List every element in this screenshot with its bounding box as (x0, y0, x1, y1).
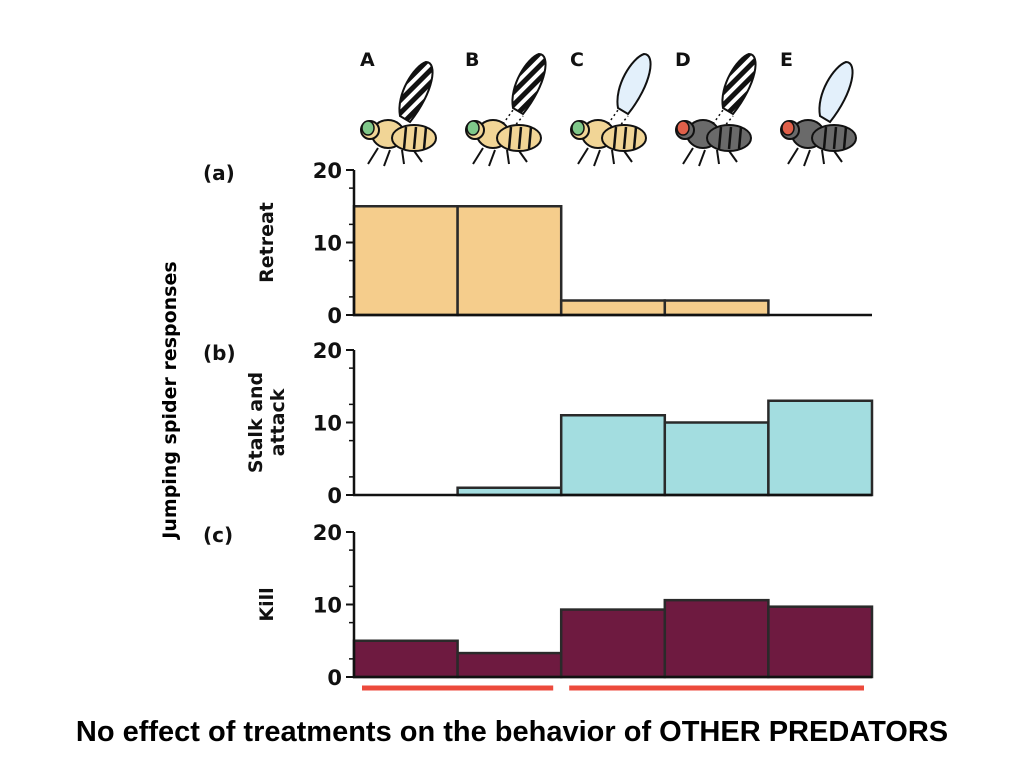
abdomen-stripe (622, 126, 628, 150)
y-tick-label: 0 (327, 666, 342, 690)
fly-label: B (465, 49, 479, 71)
fly-label: C (570, 49, 584, 71)
abdomen-stripe (402, 126, 408, 150)
bar-a (352, 639, 459, 679)
fly-leg (611, 149, 615, 165)
clear-wing (818, 60, 854, 124)
fly-eye (571, 120, 585, 136)
panel-tag: (b) (203, 341, 236, 365)
fly-leg (593, 149, 601, 167)
wing-cut-line (712, 109, 724, 125)
fly-leg (472, 147, 484, 165)
fly-leg (787, 147, 799, 165)
fly-e: E (780, 49, 857, 167)
bar-c (559, 414, 667, 497)
fly-d: D (675, 49, 757, 167)
panel-label: Kill (256, 587, 278, 621)
fly-leg (383, 149, 391, 167)
fly-leg (367, 147, 379, 165)
fly-b: B (465, 49, 547, 167)
jumping-spider-figure: A B C D E Jumping spider responses 0 10 20 (a) R… (159, 49, 874, 691)
fly-leg (803, 149, 811, 167)
fly-eye (361, 120, 375, 136)
bar-d (663, 421, 770, 497)
abdomen-stripe (507, 126, 513, 150)
fly-label: D (675, 49, 691, 71)
y-axis-label: Jumping spider responses (159, 261, 181, 540)
fly-leg (577, 147, 589, 165)
fly-leg (506, 149, 510, 165)
bar-d (663, 598, 770, 679)
bar-d (663, 299, 770, 317)
y-tick-label: 20 (313, 339, 342, 363)
abdomen-stripe (527, 126, 533, 150)
fly-label: E (780, 49, 793, 71)
fly-eye (781, 120, 795, 136)
y-tick-label: 10 (313, 412, 342, 436)
bar-b (456, 205, 563, 317)
y-tick-label: 10 (313, 232, 342, 256)
fly-leg (821, 149, 825, 165)
panel-tag: (c) (203, 523, 233, 547)
bar-c (559, 608, 667, 679)
banded-wing (511, 52, 547, 116)
bar-a (352, 205, 459, 317)
panel-label: Retreat (256, 202, 278, 283)
abdomen-stripe (727, 126, 733, 150)
banded-wing (721, 52, 757, 116)
y-tick-label: 20 (313, 159, 342, 183)
fly-leg (488, 149, 496, 167)
y-tick-label: 0 (327, 304, 342, 328)
abdomen-stripe (612, 126, 618, 150)
fly-leg (682, 147, 694, 165)
fly-eye (676, 120, 690, 136)
fly-a: A (360, 49, 437, 167)
clear-wing (616, 52, 652, 116)
y-tick-label: 0 (327, 484, 342, 508)
y-tick-label: 10 (313, 594, 342, 618)
caption: No effect of treatments on the behavior … (75, 716, 949, 748)
panel-label: attack (267, 388, 289, 456)
fly-illustrations: A B C D E (360, 49, 857, 167)
fly-label: A (360, 49, 375, 71)
abdomen-stripe (842, 126, 848, 150)
y-tick-label: 20 (313, 521, 342, 545)
panel-retreat: 0 10 20 (a) Retreat (203, 159, 872, 328)
abdomen-stripe (412, 126, 418, 150)
wing-cut-line (502, 109, 514, 125)
fly-leg (401, 149, 405, 165)
abdomen-stripe (517, 126, 523, 150)
abdomen-stripe (832, 126, 838, 150)
panel-label: Stalk and (245, 372, 267, 473)
abdomen-stripe (632, 126, 638, 150)
fly-leg (698, 149, 706, 167)
panel-tag: (a) (203, 161, 235, 185)
banded-wing (398, 60, 434, 124)
panel-stalk-and-attack: 0 10 20 (b) Stalk and attack (203, 339, 874, 508)
bar-c (559, 299, 667, 317)
abdomen-stripe (717, 126, 723, 150)
bar-e (767, 399, 874, 497)
wing-cut-line (607, 109, 619, 125)
abdomen-stripe (422, 126, 428, 150)
panel-kill: 0 10 20 (c) Kill (203, 521, 874, 690)
bar-e (767, 605, 874, 679)
abdomen-stripe (737, 126, 743, 150)
fly-leg (716, 149, 720, 165)
bar-b (456, 651, 563, 679)
fly-eye (466, 120, 480, 136)
abdomen-stripe (822, 126, 828, 150)
fly-c: C (570, 49, 652, 167)
